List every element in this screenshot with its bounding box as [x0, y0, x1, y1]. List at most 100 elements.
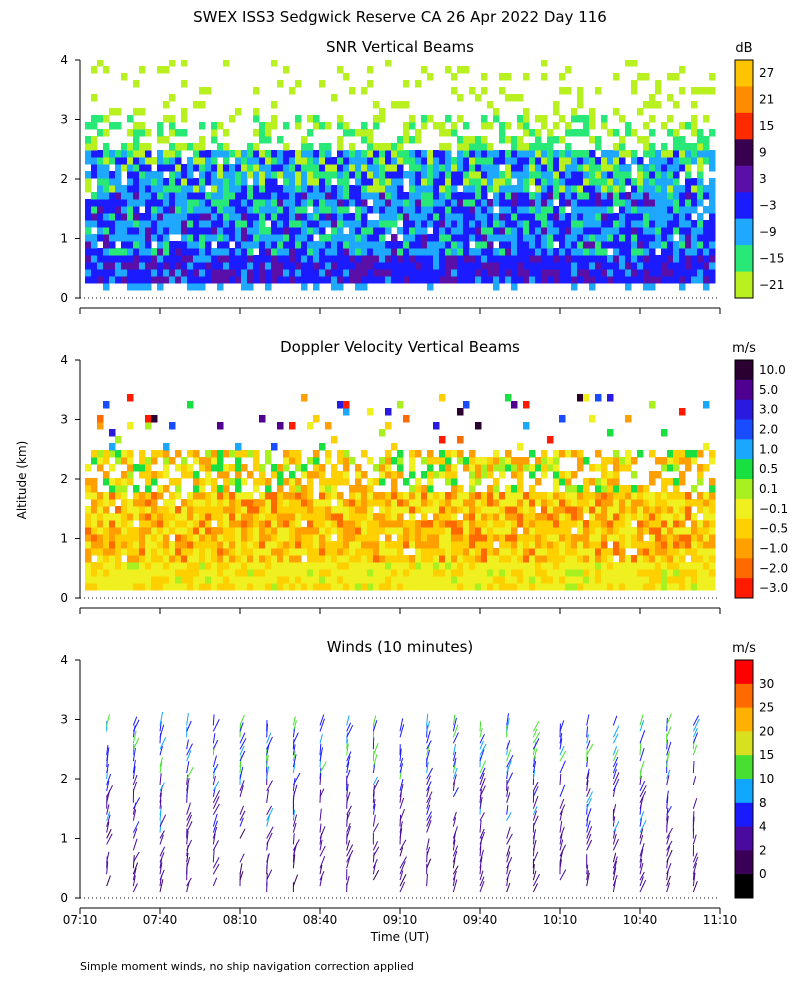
doppler-cell [517, 485, 524, 493]
colorbar-label: 3 [759, 172, 767, 186]
wind-barb [186, 739, 189, 750]
snr-cell [253, 262, 260, 270]
snr-cell [223, 178, 230, 186]
snr-cell [229, 192, 236, 200]
doppler-cell [229, 464, 236, 472]
snr-cell [475, 94, 482, 102]
snr-cell [637, 136, 644, 144]
snr-cell [295, 157, 302, 165]
snr-cell [457, 94, 464, 102]
snr-cell [253, 213, 260, 221]
snr-cell [631, 60, 638, 67]
doppler-cell [337, 499, 344, 507]
wind-barb [506, 786, 509, 797]
doppler-cell [139, 464, 146, 472]
snr-cell [85, 143, 92, 151]
snr-cell [271, 199, 278, 207]
snr-cell [499, 178, 506, 186]
wind-barb [372, 840, 379, 851]
snr-cell [175, 164, 182, 172]
snr-cell [505, 220, 512, 228]
snr-cell [595, 255, 602, 263]
doppler-cell [541, 562, 548, 570]
snr-cell [379, 241, 386, 249]
doppler-cell [427, 562, 434, 570]
doppler-cell [265, 583, 272, 591]
doppler-cell [97, 422, 104, 430]
wind-barb [666, 845, 671, 857]
doppler-cell [607, 471, 614, 479]
wind-barb [692, 880, 698, 893]
doppler-cell [469, 548, 476, 556]
snr-cell [409, 199, 416, 207]
snr-cell [481, 241, 488, 249]
wind-barb [319, 767, 322, 780]
snr-cell [145, 150, 152, 158]
doppler-cell [493, 485, 500, 493]
snr-cell [415, 178, 422, 186]
doppler-cell [673, 527, 680, 535]
snr-cell [541, 73, 548, 81]
snr-cell [259, 192, 266, 200]
snr-cell [397, 206, 404, 214]
snr-cell [589, 192, 596, 200]
snr-cell [529, 213, 536, 221]
doppler-cell [271, 506, 278, 514]
snr-cell [109, 262, 116, 270]
doppler-cell [151, 506, 158, 514]
snr-cell [85, 185, 92, 193]
doppler-cell [457, 562, 464, 570]
doppler-cell [367, 576, 374, 584]
snr-cell [517, 192, 524, 200]
doppler-cell [691, 555, 698, 563]
doppler-cell [253, 520, 260, 528]
wind-barb [426, 767, 434, 780]
snr-cell [403, 129, 410, 137]
snr-cell [589, 234, 596, 242]
snr-cell [427, 178, 434, 186]
snr-cell [205, 150, 212, 158]
doppler-cell [193, 471, 200, 479]
doppler-cell [475, 520, 482, 528]
doppler-cell [265, 457, 272, 465]
snr-cell [523, 269, 530, 277]
snr-cell [475, 234, 482, 242]
snr-cell [343, 150, 350, 158]
snr-cell [313, 171, 320, 179]
doppler-cell [655, 471, 662, 479]
wind-barb [319, 718, 325, 732]
wind-barb [586, 726, 589, 738]
snr-cell [451, 178, 458, 186]
snr-cell [553, 269, 560, 277]
snr-cell [559, 87, 566, 95]
snr-cell [559, 185, 566, 193]
snr-cell [223, 192, 230, 200]
snr-cell [601, 122, 608, 130]
doppler-cell [487, 534, 494, 542]
doppler-cell [343, 457, 350, 465]
snr-cell [103, 192, 110, 200]
doppler-title: Doppler Velocity Vertical Beams [280, 338, 520, 356]
snr-cell [247, 164, 254, 172]
doppler-cell [379, 429, 386, 437]
doppler-cell [97, 534, 104, 542]
snr-cell [559, 73, 566, 81]
snr-cell [487, 241, 494, 249]
wind-barb [692, 744, 698, 756]
snr-cell [223, 227, 230, 235]
snr-cell [457, 234, 464, 242]
snr-cell [337, 227, 344, 235]
snr-cell [169, 171, 176, 179]
wind-barb [159, 830, 165, 839]
doppler-cell [703, 541, 710, 549]
doppler-cell [529, 506, 536, 514]
doppler-cell [145, 506, 152, 514]
wind-barb [212, 813, 218, 827]
doppler-cell [565, 569, 572, 577]
doppler-cell [607, 576, 614, 584]
snr-cell [421, 178, 428, 186]
doppler-cell [493, 464, 500, 472]
doppler-cell [157, 506, 164, 514]
doppler-cell [355, 534, 362, 542]
snr-cell [595, 87, 602, 95]
